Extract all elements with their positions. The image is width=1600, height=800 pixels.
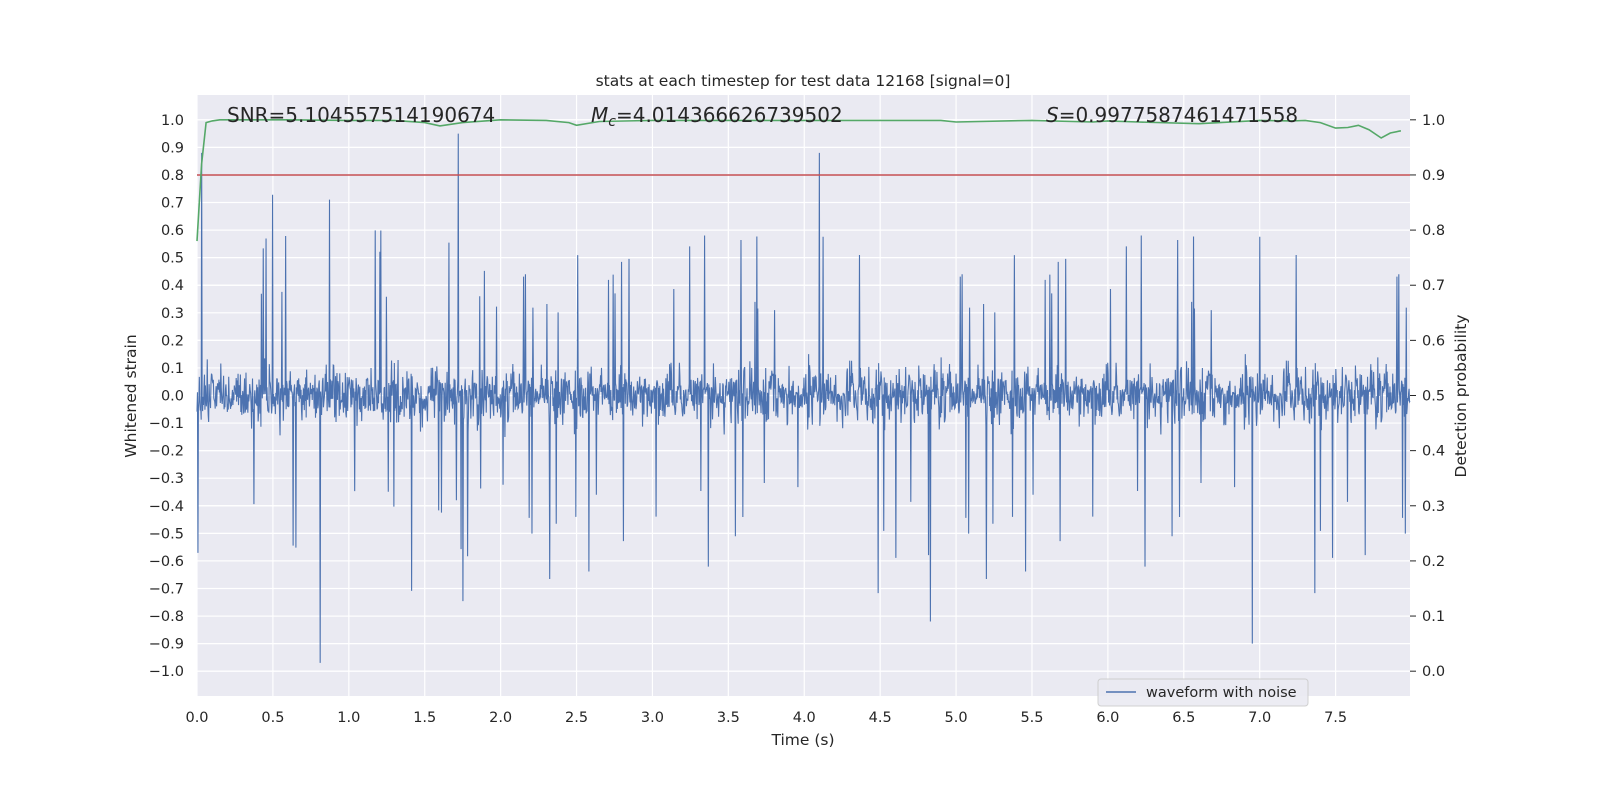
y-tick-label: 0.0 <box>161 389 184 405</box>
legend-box <box>1097 678 1309 707</box>
snr-annotation: SNR=5.104557514190674 <box>227 103 495 127</box>
y2-axis-label: Detection probability <box>1452 315 1470 478</box>
y2-tick-label: 1.0 <box>1422 113 1445 129</box>
y2-tick-label: 0.2 <box>1422 554 1445 570</box>
x-tick-label: 4.5 <box>869 710 892 726</box>
x-tick-label: 7.5 <box>1324 710 1347 726</box>
y-tick-label: −0.7 <box>149 581 184 597</box>
y-tick-label: −0.8 <box>149 609 184 625</box>
y2-tick-label: 0.4 <box>1422 444 1445 460</box>
chirp-mass-symbol: M <box>591 103 608 127</box>
legend-label: waveform with noise <box>1146 685 1297 701</box>
x-tick-label: 0.0 <box>185 710 208 726</box>
y-tick-label: 0.3 <box>161 306 184 322</box>
x-tick-label: 0.5 <box>261 710 284 726</box>
x-tick-labels: 0.0 0.5 1.0 1.5 2.0 2.5 3.0 3.5 4.0 4.5 5.0 5.5 6.0 6… <box>185 710 1347 726</box>
chirp-mass-subscript: c <box>608 114 616 130</box>
x-tick-label: 4.0 <box>793 710 816 726</box>
y2-tick-label: 0.1 <box>1422 609 1445 625</box>
y-tick-label: 0.2 <box>161 333 184 349</box>
y2-tick-label: 0.9 <box>1422 168 1445 184</box>
x-tick-label: 2.0 <box>489 710 512 726</box>
x-tick-label: 5.0 <box>945 710 968 726</box>
x-tick-label: 3.0 <box>641 710 664 726</box>
y2-tick-label: 0.5 <box>1422 389 1445 405</box>
chirp-mass-value: =4.014366626739502 <box>616 103 843 127</box>
legend: waveform with noise <box>1097 678 1309 707</box>
y-tick-label: 0.9 <box>161 140 184 156</box>
s-annotation: S=0.9977587461471558 <box>1046 103 1298 127</box>
y-tick-label: 0.5 <box>161 251 184 267</box>
y2-tick-label: 0.0 <box>1422 664 1445 680</box>
x-tick-label: 3.5 <box>717 710 740 726</box>
y-tick-label: 0.8 <box>161 168 184 184</box>
y-tick-label: −0.2 <box>149 444 184 460</box>
detection-probability-series <box>196 118 1402 242</box>
y-tick-label: −0.3 <box>149 471 184 487</box>
s-symbol: S <box>1046 103 1059 127</box>
s-value: =0.9977587461471558 <box>1059 103 1298 127</box>
y2-tick-label: 0.8 <box>1422 223 1445 239</box>
waveform-with-noise-series <box>196 133 1411 663</box>
y-tick-labels: −1.0 −0.9 −0.8 −0.7 −0.6 −0.5 −0.4 −0.3 −0.2 −0.1… <box>149 113 184 680</box>
y-tick-label: 0.4 <box>161 278 184 294</box>
y-tick-label: −0.6 <box>149 554 184 570</box>
y2-tick-label: 0.3 <box>1422 499 1445 515</box>
y-axis-label: Whitened strain <box>122 334 140 457</box>
y-tick-label: 0.6 <box>161 223 184 239</box>
y2-tick-label: 0.7 <box>1422 278 1445 294</box>
y-tick-label: 0.1 <box>161 361 184 377</box>
y-tick-label: −1.0 <box>149 664 184 680</box>
x-tick-label: 6.0 <box>1096 710 1119 726</box>
x-tick-label: 6.5 <box>1172 710 1195 726</box>
y-tick-label: −0.5 <box>149 526 184 542</box>
x-tick-label: 5.5 <box>1020 710 1043 726</box>
chart-title: stats at each timestep for test data 121… <box>596 72 1011 90</box>
x-axis-label: Time (s) <box>770 731 834 749</box>
chirp-mass-annotation: Mc=4.014366626739502 <box>591 103 843 130</box>
y-tick-label: −0.9 <box>149 637 184 653</box>
x-tick-label: 7.0 <box>1248 710 1271 726</box>
x-tick-label: 2.5 <box>565 710 588 726</box>
x-tick-label: 1.0 <box>337 710 360 726</box>
y-tick-label: 1.0 <box>161 113 184 129</box>
y-tick-label: −0.1 <box>149 416 184 432</box>
y-tick-label: 0.7 <box>161 196 184 212</box>
y2-tick-label: 0.6 <box>1422 333 1445 349</box>
y2-tick-labels: 0.0 0.1 0.2 0.3 0.4 0.5 0.6 0.7 0.8 0.9 1.0 <box>1410 113 1445 680</box>
y-tick-label: −0.4 <box>149 499 184 515</box>
x-tick-label: 1.5 <box>413 710 436 726</box>
